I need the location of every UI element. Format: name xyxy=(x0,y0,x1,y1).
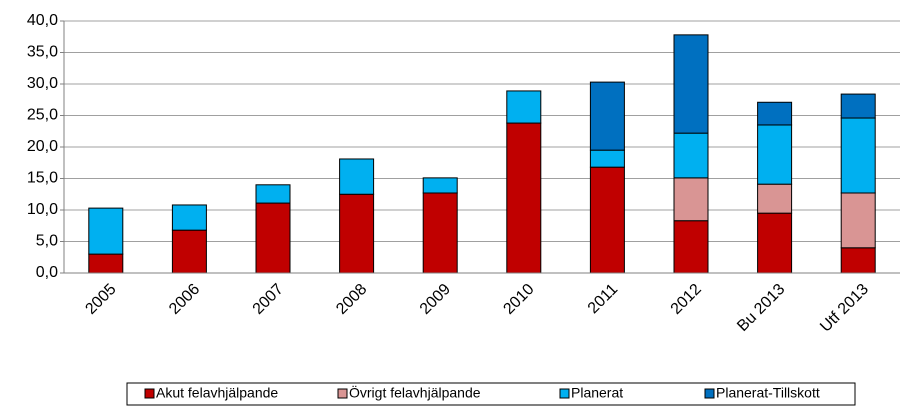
legend-label: Akut felavhjälpande xyxy=(156,385,278,401)
legend-label: Övrigt felavhjälpande xyxy=(349,384,481,401)
bar-segment xyxy=(255,184,291,204)
bar-segment xyxy=(757,101,793,126)
bar-segment xyxy=(339,158,375,195)
bar-segment xyxy=(589,149,625,168)
legend-box xyxy=(126,382,856,406)
x-tick-label: 2007 xyxy=(250,281,287,318)
bar-segment xyxy=(339,193,375,274)
bar-segment xyxy=(171,204,207,231)
legend-swatch xyxy=(337,388,348,399)
x-tick-label: Utf 2013 xyxy=(817,281,872,336)
y-tick-label: 5,0 xyxy=(36,233,58,250)
x-tick-label: 2006 xyxy=(166,281,203,318)
bar-segment xyxy=(88,253,124,274)
x-tick-label: 2012 xyxy=(668,281,705,318)
y-tick-label: 35,0 xyxy=(27,44,58,61)
x-tick-label: 2010 xyxy=(500,281,537,318)
bar-segment xyxy=(840,93,876,119)
bar-segment xyxy=(673,177,709,222)
bar-segment xyxy=(422,177,458,194)
bar-segment xyxy=(422,192,458,274)
bar-segment xyxy=(506,90,542,124)
legend-swatch xyxy=(704,388,715,399)
x-tick-label: Bu 2013 xyxy=(734,281,788,335)
bar-segment xyxy=(757,124,793,185)
legend: Akut felavhjälpande Övrigt felavhjälpande… xyxy=(126,382,856,406)
x-tick-label: 2005 xyxy=(82,281,119,318)
legend-swatch xyxy=(559,388,570,399)
x-tick-label: 2009 xyxy=(417,281,454,318)
y-tick-label: 15,0 xyxy=(27,170,58,187)
y-tick-label: 10,0 xyxy=(27,201,58,218)
bar-segment xyxy=(757,183,793,214)
x-tick-label: 2011 xyxy=(585,281,621,317)
bar-segment xyxy=(673,132,709,179)
y-tick-label: 40,0 xyxy=(27,12,58,29)
bar-segment xyxy=(255,202,291,274)
bar-segment xyxy=(88,207,124,255)
bar-segment xyxy=(673,220,709,274)
legend-swatch xyxy=(144,388,155,399)
y-tick-label: 25,0 xyxy=(27,107,58,124)
bar-segment xyxy=(840,247,876,274)
bar-segment xyxy=(673,34,709,134)
bar-segment xyxy=(171,229,207,274)
legend-label: Planerat xyxy=(571,385,623,401)
bar-segment xyxy=(757,212,793,274)
bar-segment xyxy=(506,122,542,274)
y-tick-label: 30,0 xyxy=(27,75,58,92)
x-tick-label: 2008 xyxy=(333,281,370,318)
y-tick-label: 0,0 xyxy=(36,264,58,281)
bar-segment xyxy=(840,192,876,249)
bar-segment xyxy=(589,81,625,151)
legend-label: Planerat-Tillskott xyxy=(716,385,820,401)
bar-segment xyxy=(589,166,625,274)
y-tick-label: 20,0 xyxy=(27,138,58,155)
bar-segment xyxy=(840,117,876,194)
